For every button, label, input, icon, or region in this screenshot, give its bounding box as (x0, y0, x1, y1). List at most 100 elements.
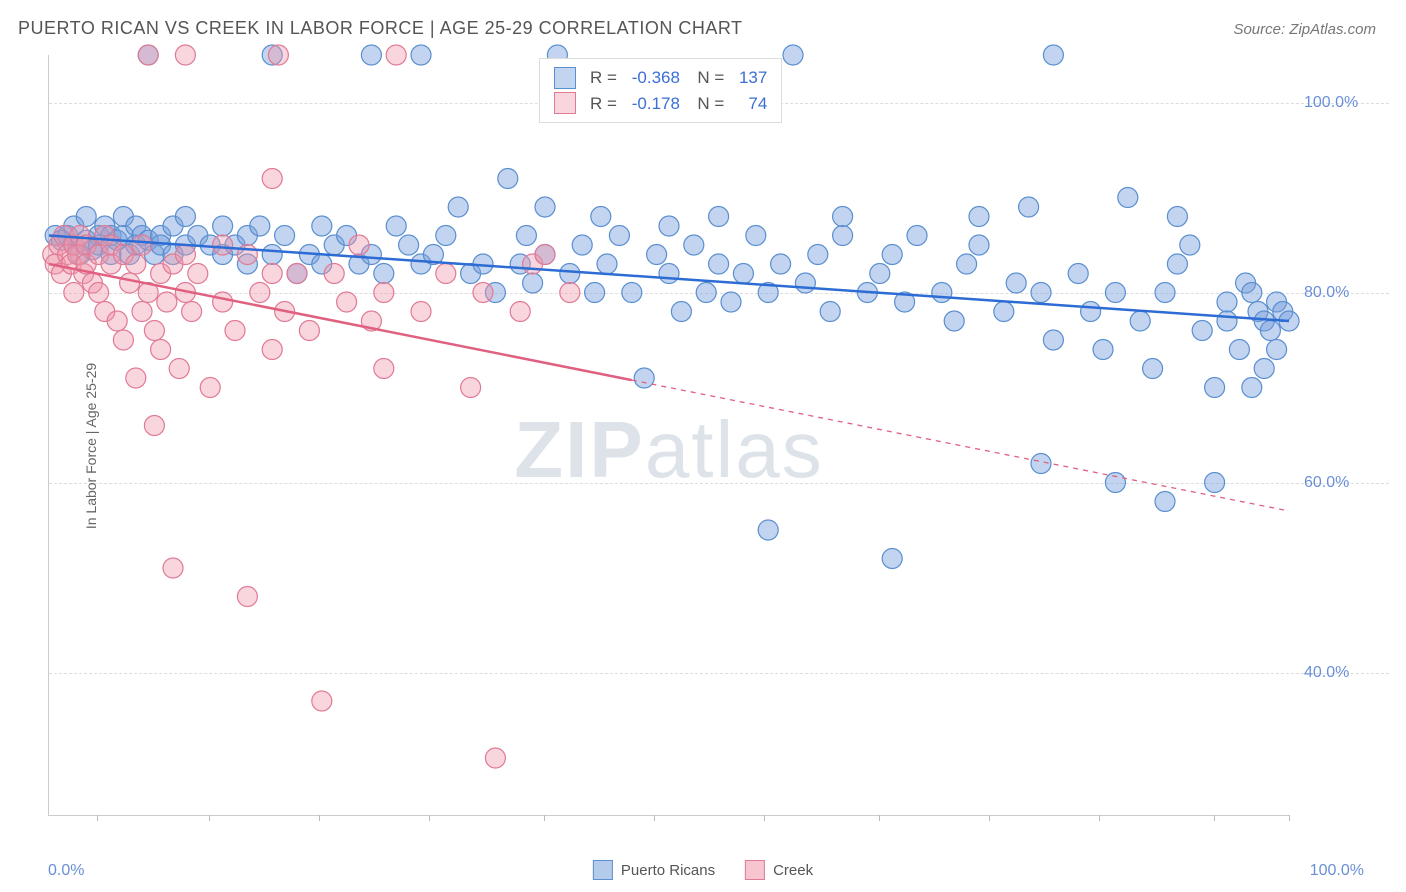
legend-swatch (554, 67, 576, 89)
scatter-point (1031, 283, 1051, 303)
scatter-point (709, 254, 729, 274)
scatter-point (1155, 283, 1175, 303)
legend-item: Creek (745, 860, 813, 880)
scatter-point (213, 235, 233, 255)
y-tick-label: 80.0% (1304, 284, 1384, 302)
scatter-point (126, 368, 146, 388)
scatter-point (560, 283, 580, 303)
scatter-point (151, 340, 171, 360)
scatter-point (126, 254, 146, 274)
scatter-point (275, 226, 295, 246)
legend-swatch (745, 860, 765, 880)
x-tick (989, 815, 990, 821)
scatter-point (200, 378, 220, 398)
bottom-legend: Puerto Ricans Creek (593, 860, 813, 880)
stat-r-value: -0.178 (625, 91, 680, 117)
scatter-point (932, 283, 952, 303)
scatter-point (1006, 273, 1026, 293)
scatter-point (213, 292, 233, 312)
legend-label: Creek (773, 862, 813, 879)
scatter-point (560, 264, 580, 284)
scatter-point (175, 207, 195, 227)
scatter-point (411, 302, 431, 322)
y-tick-label: 40.0% (1304, 664, 1384, 682)
scatter-point (1180, 235, 1200, 255)
scatter-point (157, 292, 177, 312)
x-tick (209, 815, 210, 821)
scatter-point (262, 264, 282, 284)
scatter-point (386, 45, 406, 65)
scatter-point (516, 226, 536, 246)
x-axis-max-label: 100.0% (1310, 862, 1364, 880)
scatter-point (175, 245, 195, 265)
scatter-point (237, 587, 257, 607)
scatter-point (1217, 292, 1237, 312)
scatter-point (696, 283, 716, 303)
scatter-point (132, 302, 152, 322)
scatter-point (510, 302, 530, 322)
chart-header: PUERTO RICAN VS CREEK IN LABOR FORCE | A… (0, 0, 1406, 49)
scatter-point (188, 264, 208, 284)
scatter-point (671, 302, 691, 322)
x-tick (429, 815, 430, 821)
scatter-point (585, 283, 605, 303)
scatter-point (721, 292, 741, 312)
scatter-point (609, 226, 629, 246)
scatter-point (144, 416, 164, 436)
scatter-point (795, 273, 815, 293)
scatter-point (132, 235, 152, 255)
scatter-point (175, 45, 195, 65)
x-tick (654, 815, 655, 821)
scatter-point (120, 273, 140, 293)
scatter-point (572, 235, 592, 255)
scatter-point (182, 302, 202, 322)
stat-r-value: -0.368 (625, 65, 680, 91)
scatter-point (411, 45, 431, 65)
scatter-point (1217, 311, 1237, 331)
x-tick (1099, 815, 1100, 821)
scatter-point (994, 302, 1014, 322)
stats-legend-box: R = -0.368 N = 137R = -0.178 N = 74 (539, 58, 782, 123)
scatter-point (870, 264, 890, 284)
legend-swatch (554, 92, 576, 114)
scatter-point (76, 207, 96, 227)
trend-line (49, 236, 1289, 322)
scatter-point (262, 340, 282, 360)
scatter-point (659, 216, 679, 236)
scatter-point (783, 45, 803, 65)
stats-row: R = -0.368 N = 137 (554, 65, 767, 91)
scatter-point (250, 283, 270, 303)
scatter-point (820, 302, 840, 322)
legend-label: Puerto Ricans (621, 862, 715, 879)
scatter-point (374, 283, 394, 303)
scatter-point (1242, 283, 1262, 303)
x-tick (1214, 815, 1215, 821)
x-tick (764, 815, 765, 821)
scatter-point (1167, 207, 1187, 227)
scatter-point (634, 368, 654, 388)
scatter-point (1043, 45, 1063, 65)
scatter-point (882, 245, 902, 265)
scatter-point (337, 292, 357, 312)
scatter-point (1155, 492, 1175, 512)
scatter-point (374, 359, 394, 379)
stat-n-value: 137 (732, 65, 767, 91)
stat-r-label: R = (590, 91, 617, 117)
trend-line-dashed (632, 380, 1289, 511)
scatter-point (169, 359, 189, 379)
scatter-point (436, 226, 456, 246)
stat-n-label: N = (688, 65, 724, 91)
scatter-point (647, 245, 667, 265)
scatter-point (485, 748, 505, 768)
scatter-point (758, 520, 778, 540)
scatter-point (113, 330, 133, 350)
scatter-point (733, 264, 753, 284)
scatter-point (225, 321, 245, 341)
x-tick (97, 815, 98, 821)
scatter-point (1043, 330, 1063, 350)
x-tick (1289, 815, 1290, 821)
scatter-point (262, 245, 282, 265)
scatter-point (89, 283, 109, 303)
legend-item: Puerto Ricans (593, 860, 715, 880)
scatter-point (498, 169, 518, 189)
